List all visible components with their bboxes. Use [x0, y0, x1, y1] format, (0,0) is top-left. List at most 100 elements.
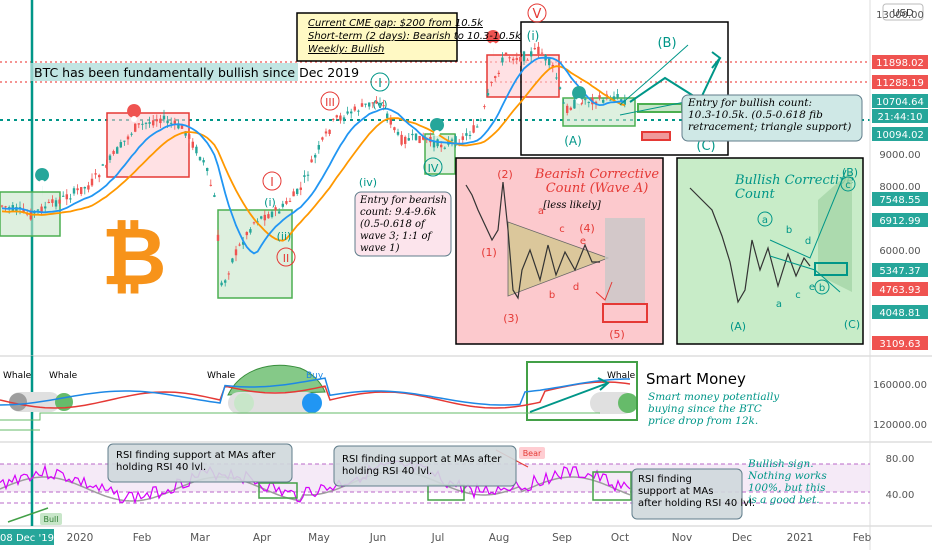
price-pane: ₿ V (i) III: [0, 0, 870, 356]
svg-text:8000.00: 8000.00: [879, 182, 920, 193]
svg-text:21:44:10: 21:44:10: [878, 112, 923, 123]
banner-text: BTC has been fundamentally bullish since…: [34, 65, 359, 80]
svg-text:Sep: Sep: [552, 532, 572, 544]
svg-text:7548.55: 7548.55: [879, 195, 920, 206]
bull-tag: Bull: [40, 513, 62, 525]
time-label-2: Feb: [133, 532, 152, 544]
price-label-12: 4763.93: [872, 282, 928, 296]
svg-text:Jun: Jun: [369, 532, 386, 544]
indicator-label-1: 120000.00: [873, 420, 927, 431]
svg-text:b: b: [819, 283, 825, 294]
svg-text:10094.02: 10094.02: [876, 130, 924, 141]
smart-money-pane: Whale Whale Whale Whale Buy Smart Money …: [0, 356, 783, 442]
svg-text:b: b: [549, 290, 555, 301]
svg-text:11898.02: 11898.02: [876, 58, 924, 69]
svg-text:Apr: Apr: [253, 532, 272, 544]
price-label-4: 21:44:10: [872, 109, 928, 123]
svg-text:10704.64: 10704.64: [876, 97, 924, 108]
svg-text:(A): (A): [730, 320, 746, 333]
svg-text:Oct: Oct: [611, 532, 629, 544]
svg-text:4048.81: 4048.81: [879, 308, 920, 319]
indicator-label-3: 40.00: [886, 490, 915, 501]
bitcoin-logo-icon: ₿: [101, 210, 166, 303]
time-label-7: Jul: [431, 532, 445, 544]
wave-B: (B): [657, 36, 676, 51]
indicator-label-2: 80.00: [886, 454, 915, 465]
price-label-3: 10704.64: [872, 94, 928, 108]
svg-text:(2): (2): [497, 168, 513, 181]
bullish-entry-text: Entry for bullish count: 10.3-10.5k. (0.…: [687, 97, 851, 133]
bullish-corrective-panel: Bullish Corrective Count (A) (B) (C) a b…: [676, 157, 864, 345]
info-line-1: Current CME gap: $200 from 10.5k: [308, 18, 484, 29]
svg-text:RSI finding support at: RSI finding support at MAs after holding…: [638, 474, 755, 509]
svg-text:May: May: [308, 532, 330, 544]
bearish-corrective-panel: Bearish Corrective Count (Wave A) [less …: [455, 157, 664, 345]
svg-text:4763.93: 4763.93: [879, 285, 920, 296]
wave-IV: IV: [423, 157, 443, 177]
wave-ii: (ii): [277, 230, 292, 243]
time-label-5: May: [308, 532, 330, 544]
price-label-0: 13000.00: [876, 10, 924, 21]
price-label-2: 11288.19: [872, 75, 928, 89]
entry-box-bearish: [641, 131, 671, 141]
svg-text:IV: IV: [428, 162, 439, 175]
fundamental-banner: BTC has been fundamentally bullish since…: [30, 63, 359, 81]
bullish-sign-text: Bullish sign. Nothing works 100%, but th…: [747, 458, 830, 506]
svg-text:Nov: Nov: [672, 532, 693, 544]
svg-text:Jul: Jul: [431, 532, 445, 544]
currency-label: USD: [892, 8, 914, 19]
bearish-entry-note: Entry for bearish count: 9.4-9.6k (0.5-0…: [354, 191, 452, 257]
price-axis: USD 13000.00 11898.02 11288.19 10704.64 21:4…: [872, 3, 928, 350]
time-label-14: Feb: [853, 532, 872, 544]
price-label-1: 11898.02: [872, 55, 928, 69]
svg-text:(5): (5): [609, 328, 625, 341]
svg-text:6912.99: 6912.99: [879, 216, 920, 227]
wave-I-red: I: [262, 171, 282, 191]
bullish-title-2: Count: [735, 187, 776, 202]
price-label-10: 6000.00: [879, 246, 920, 257]
price-label-6: 9000.00: [879, 150, 920, 161]
smart-money-text: Smart money potentially buying since the…: [648, 391, 783, 427]
wave-I-top: I: [370, 72, 390, 92]
map-pin-icon-red-2: [486, 30, 501, 60]
time-label-0: 08 Dec '19: [0, 529, 54, 545]
svg-text:e: e: [580, 236, 586, 247]
bullish-entry-note: Entry for bullish count: 10.3-10.5k. (0.…: [681, 94, 863, 142]
time-label-1: 2020: [67, 532, 94, 544]
svg-text:(B): (B): [842, 166, 858, 179]
time-label-8: Aug: [489, 532, 510, 544]
whale-label-3: Whale: [207, 371, 236, 381]
rsi-note-2: RSI finding support at MAs after holding…: [333, 445, 517, 487]
time-label-6: Jun: [369, 532, 386, 544]
indicator-label-0: 160000.00: [873, 380, 927, 391]
svg-text:(4): (4): [579, 222, 595, 235]
currency-badge[interactable]: [882, 3, 924, 21]
svg-text:c: c: [795, 290, 801, 301]
svg-text:e: e: [809, 282, 815, 293]
map-pin-icon-green-3: [572, 86, 587, 116]
info-line-3: Weekly: Bullish: [308, 44, 384, 55]
svg-text:RSI finding support at MAs aft: RSI finding support at MAs after holding…: [116, 450, 279, 473]
ma-orange-line: [1, 65, 626, 242]
entry-box-bullish: [637, 103, 683, 113]
svg-text:₿: ₿: [101, 210, 166, 303]
whale-label-2: Whale: [49, 371, 78, 381]
indicator-axis: 160000.00 120000.00 80.00 40.00: [873, 380, 927, 501]
whale-label-1: Whale: [3, 371, 32, 381]
info-box: Current CME gap: $200 from 10.5k Short-t…: [296, 12, 522, 62]
svg-text:6000.00: 6000.00: [879, 246, 920, 257]
svg-text:Aug: Aug: [489, 532, 510, 544]
rsi-note-3: RSI finding support at MAs after holding…: [631, 468, 755, 520]
svg-text:13000.00: 13000.00: [876, 10, 924, 21]
wave-i-small: (i): [264, 196, 276, 209]
rsi-pane: RSI finding support at MAs after holding…: [0, 442, 870, 526]
price-label-9: 6912.99: [872, 213, 928, 227]
info-line-2: Short-term (2 days): Bearish to 10.3-10.…: [308, 31, 522, 42]
arrow-head-1: [711, 51, 722, 69]
svg-text:a: a: [762, 215, 768, 226]
svg-text:11288.19: 11288.19: [876, 78, 924, 89]
svg-text:Feb: Feb: [853, 532, 872, 544]
svg-text:Mar: Mar: [190, 532, 210, 544]
bearish-title-1: Bearish Corrective: [534, 167, 659, 182]
svg-text:Dec: Dec: [732, 532, 753, 544]
